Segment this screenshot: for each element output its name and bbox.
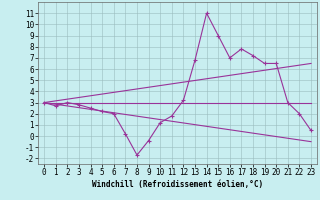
X-axis label: Windchill (Refroidissement éolien,°C): Windchill (Refroidissement éolien,°C) — [92, 180, 263, 189]
